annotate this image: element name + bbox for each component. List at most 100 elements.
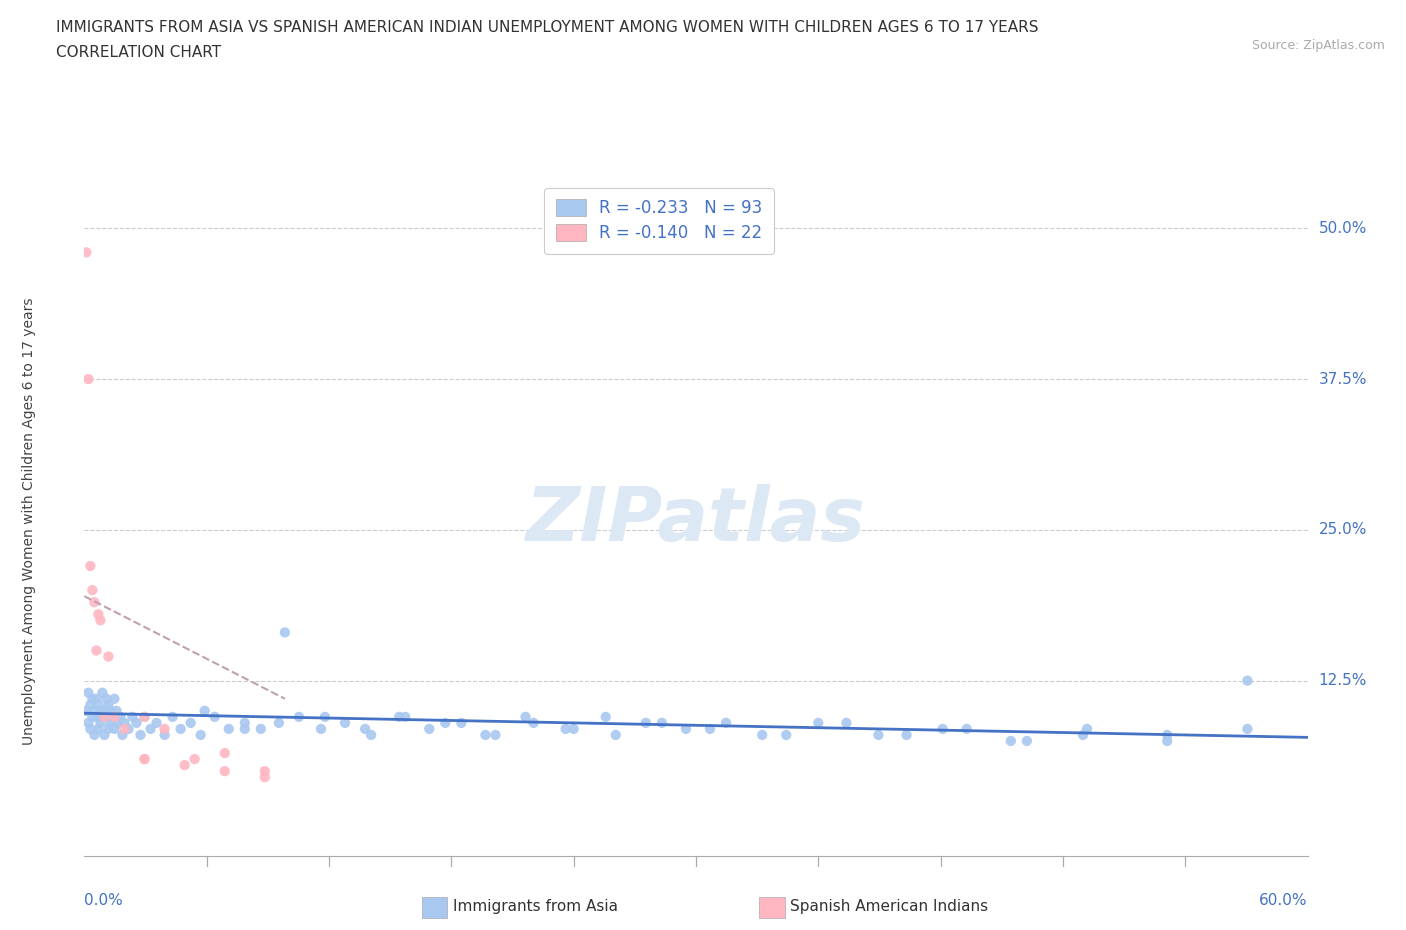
Text: 12.5%: 12.5% bbox=[1319, 673, 1367, 688]
Point bbox=[253, 770, 276, 785]
Text: 25.0%: 25.0% bbox=[1319, 523, 1367, 538]
Text: CORRELATION CHART: CORRELATION CHART bbox=[56, 45, 221, 60]
Point bbox=[194, 703, 217, 718]
Point bbox=[134, 710, 156, 724]
Point bbox=[117, 722, 139, 737]
Point bbox=[253, 764, 276, 778]
Point bbox=[77, 372, 100, 387]
Text: 37.5%: 37.5% bbox=[1319, 372, 1367, 387]
Point bbox=[101, 710, 124, 724]
Point bbox=[267, 715, 290, 730]
Point bbox=[153, 727, 176, 742]
Point bbox=[97, 698, 120, 712]
Point bbox=[83, 595, 105, 610]
Point bbox=[1076, 722, 1098, 737]
Point bbox=[173, 758, 195, 773]
Point bbox=[145, 715, 167, 730]
Point bbox=[87, 722, 110, 737]
Point bbox=[394, 710, 416, 724]
Point bbox=[896, 727, 918, 742]
Point bbox=[100, 715, 122, 730]
Text: Spanish American Indians: Spanish American Indians bbox=[790, 899, 988, 914]
Point bbox=[91, 710, 114, 724]
Point bbox=[89, 715, 111, 730]
Point bbox=[103, 710, 125, 724]
Point bbox=[233, 722, 256, 737]
Point bbox=[139, 722, 162, 737]
Point bbox=[83, 727, 105, 742]
Point bbox=[79, 722, 101, 737]
Point bbox=[868, 727, 890, 742]
Point bbox=[807, 715, 830, 730]
Point bbox=[1236, 673, 1258, 688]
Point bbox=[354, 722, 377, 737]
Point bbox=[82, 583, 104, 598]
Point bbox=[82, 691, 104, 706]
Point bbox=[87, 607, 110, 622]
Point bbox=[77, 685, 100, 700]
Text: 60.0%: 60.0% bbox=[1260, 893, 1308, 908]
Point bbox=[114, 715, 136, 730]
Point bbox=[1015, 734, 1038, 749]
Point bbox=[100, 703, 122, 718]
Point bbox=[314, 710, 336, 724]
Point bbox=[86, 643, 108, 658]
Point bbox=[522, 715, 544, 730]
Point bbox=[835, 715, 858, 730]
Text: ZIPatlas: ZIPatlas bbox=[526, 485, 866, 557]
Point bbox=[180, 715, 202, 730]
Point bbox=[153, 722, 176, 737]
Point bbox=[169, 722, 191, 737]
Text: IMMIGRANTS FROM ASIA VS SPANISH AMERICAN INDIAN UNEMPLOYMENT AMONG WOMEN WITH CH: IMMIGRANTS FROM ASIA VS SPANISH AMERICAN… bbox=[56, 20, 1039, 35]
Text: Source: ZipAtlas.com: Source: ZipAtlas.com bbox=[1251, 39, 1385, 52]
Point bbox=[129, 727, 152, 742]
Point bbox=[515, 710, 537, 724]
Point bbox=[107, 715, 129, 730]
Text: 50.0%: 50.0% bbox=[1319, 220, 1367, 235]
Point bbox=[162, 710, 184, 724]
Point bbox=[96, 691, 118, 706]
Point bbox=[89, 703, 111, 718]
Point bbox=[97, 649, 120, 664]
Point bbox=[82, 710, 104, 724]
Point bbox=[93, 703, 115, 718]
Point bbox=[931, 722, 953, 737]
Point bbox=[1156, 727, 1178, 742]
Point bbox=[89, 613, 111, 628]
Legend: R = -0.233   N = 93, R = -0.140   N = 22: R = -0.233 N = 93, R = -0.140 N = 22 bbox=[544, 188, 775, 254]
Point bbox=[775, 727, 797, 742]
Point bbox=[214, 746, 236, 761]
Point bbox=[83, 703, 105, 718]
Point bbox=[484, 727, 506, 742]
Point bbox=[751, 727, 773, 742]
Point bbox=[714, 715, 737, 730]
Point bbox=[105, 703, 128, 718]
Point bbox=[956, 722, 979, 737]
Point bbox=[1071, 727, 1094, 742]
Point bbox=[183, 751, 205, 766]
Point bbox=[91, 685, 114, 700]
Point bbox=[274, 625, 297, 640]
Text: Immigrants from Asia: Immigrants from Asia bbox=[453, 899, 617, 914]
Point bbox=[86, 710, 108, 724]
Point bbox=[450, 715, 472, 730]
Point bbox=[134, 710, 156, 724]
Point bbox=[1000, 734, 1022, 749]
Point bbox=[1156, 734, 1178, 749]
Point bbox=[96, 710, 118, 724]
Point bbox=[79, 698, 101, 712]
Point bbox=[554, 722, 576, 737]
Point bbox=[75, 703, 97, 718]
Point bbox=[218, 722, 240, 737]
Point bbox=[418, 722, 440, 737]
Point bbox=[360, 727, 382, 742]
Point bbox=[605, 727, 627, 742]
Point bbox=[86, 691, 108, 706]
Text: Unemployment Among Women with Children Ages 6 to 17 years: Unemployment Among Women with Children A… bbox=[22, 297, 37, 745]
Text: 0.0%: 0.0% bbox=[84, 893, 124, 908]
Point bbox=[434, 715, 457, 730]
Point bbox=[87, 698, 110, 712]
Point bbox=[309, 722, 332, 737]
Point bbox=[634, 715, 657, 730]
Point bbox=[121, 710, 143, 724]
